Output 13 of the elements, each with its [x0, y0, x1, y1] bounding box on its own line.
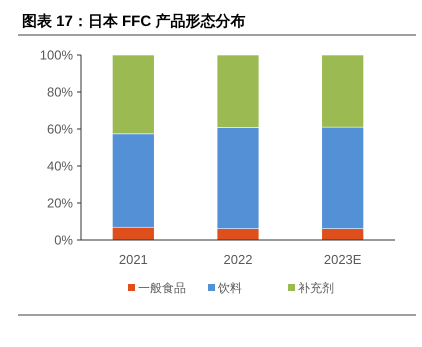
y-tick-label: 80%: [46, 84, 74, 100]
x-tick-label: 2021: [118, 252, 148, 267]
chart-title: 图表 17：日本 FFC 产品形态分布: [22, 13, 246, 30]
x-tick-label: 2023E: [324, 252, 362, 267]
y-tick-label: 20%: [46, 196, 74, 210]
legend-label: 饮料: [217, 281, 242, 295]
y-tick-label: 60%: [46, 122, 74, 136]
legend-label: 补充剂: [298, 281, 334, 295]
y-tick-label: 100%: [40, 48, 74, 62]
y-tick-label: 40%: [46, 158, 74, 174]
y-tick-label: 0%: [54, 232, 74, 248]
legend-label: 一般食品: [138, 281, 186, 295]
x-tick-label: 2022: [224, 252, 252, 267]
